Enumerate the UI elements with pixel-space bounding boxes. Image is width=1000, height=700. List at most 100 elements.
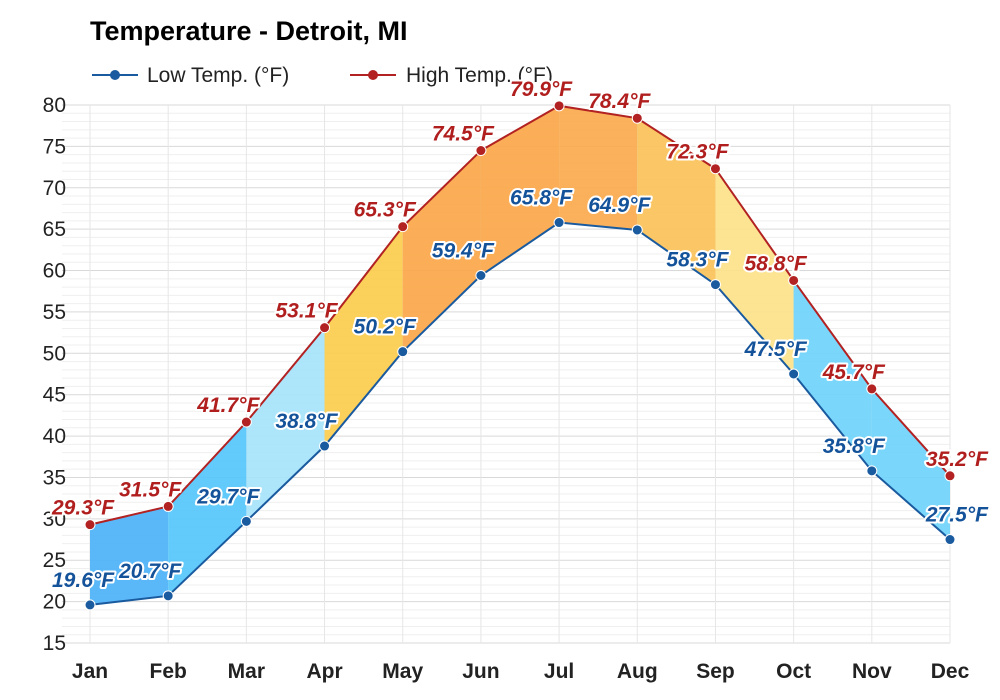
y-tick-label: 25 [43, 549, 66, 572]
high-temp-label: 74.5°F [432, 123, 495, 146]
y-tick-label: 15 [43, 632, 66, 655]
y-tick-label: 75 [43, 135, 66, 158]
low-temp-label: 64.9°F [588, 194, 651, 217]
low-temp-label: 65.8°F [510, 187, 573, 210]
y-tick-label: 45 [43, 384, 66, 407]
x-tick-label: Nov [852, 660, 892, 683]
x-axis: Jan Feb Mar Apr May Jun Jul Aug Sep Oct Nov Dec [72, 660, 970, 683]
y-tick-label: 70 [43, 177, 66, 200]
y-tick-label: 55 [43, 301, 66, 324]
x-tick-label: Aug [617, 660, 658, 683]
x-tick-label: Mar [228, 660, 265, 683]
low-temp-label: 59.4°F [432, 240, 495, 263]
low-temp-label: 47.5°F [744, 338, 808, 361]
y-tick-label: 30 [43, 508, 66, 531]
range-band [402, 150, 481, 352]
low-temp-point[interactable] [162, 590, 174, 602]
range-band [168, 422, 247, 596]
range-band [871, 388, 950, 540]
x-tick-label: Sep [696, 660, 735, 683]
x-tick-label: Apr [306, 660, 342, 683]
range-band [559, 105, 638, 230]
x-tick-label: Jun [462, 660, 499, 683]
high-temp-point[interactable] [475, 145, 487, 157]
high-temp-label: 53.1°F [275, 300, 338, 323]
low-temp-point[interactable] [397, 346, 409, 358]
high-temp-point[interactable] [631, 112, 643, 124]
data-labels: 29.3°F31.5°F 41.7°F 53.1°F 65.3°F 74.5°F 79.9… [49, 76, 991, 594]
low-temp-label: 20.7°F [118, 560, 182, 583]
low-temp-point[interactable] [84, 599, 96, 611]
low-temp-label: 29.7°F [196, 485, 260, 508]
low-temp-point[interactable] [709, 279, 721, 291]
high-temp-point[interactable] [319, 322, 331, 334]
high-temp-point[interactable] [397, 221, 409, 233]
high-temp-point[interactable] [788, 274, 800, 286]
y-tick-label: 65 [43, 218, 66, 241]
series-points [84, 100, 956, 611]
high-temp-label: 58.8°F [745, 252, 808, 275]
low-temp-point[interactable] [866, 465, 878, 477]
low-temp-label: 38.8°F [275, 410, 338, 433]
y-tick-label: 80 [43, 94, 66, 117]
y-tick-label: 20 [43, 591, 66, 614]
high-temp-point[interactable] [944, 470, 956, 482]
legend-high-label: High Temp. (°F) [406, 64, 553, 87]
series-lines [89, 104, 951, 606]
range-band [715, 168, 794, 374]
high-temp-label: 31.5°F [119, 478, 182, 501]
range-band [480, 105, 560, 276]
range-band [793, 280, 872, 471]
legend-low-marker [110, 70, 120, 80]
high-temp-label: 72.3°F [666, 141, 729, 164]
high-temp-label: 35.2°F [926, 448, 989, 471]
low-temp-point[interactable] [319, 440, 331, 452]
high-temp-point[interactable] [240, 416, 252, 428]
y-tick-label: 50 [43, 342, 66, 365]
grid [62, 104, 951, 644]
legend-item-low[interactable]: Low Temp. (°F) [92, 64, 289, 87]
chart-title: Temperature - Detroit, MI [90, 16, 408, 46]
high-temp-label: 29.3°F [51, 497, 115, 520]
low-temp-point[interactable] [631, 224, 643, 236]
high-temp-label: 78.4°F [588, 90, 651, 113]
x-tick-label: Feb [150, 660, 187, 683]
low-temp-label: 58.3°F [666, 249, 729, 272]
range-band [324, 226, 403, 447]
high-temp-point[interactable] [553, 100, 565, 112]
low-temp-label: 27.5°F [925, 504, 989, 527]
x-tick-label: Jan [72, 660, 108, 683]
high-temp-label: 65.3°F [354, 199, 417, 222]
low-temp-line [89, 221, 951, 606]
high-temp-label: 79.9°F [510, 78, 573, 101]
high-temp-label: 41.7°F [196, 394, 260, 417]
low-temp-label: 50.2°F [354, 316, 417, 339]
low-temp-point[interactable] [944, 534, 956, 546]
y-tick-label: 60 [43, 260, 66, 283]
low-temp-point[interactable] [475, 270, 487, 282]
range-band [90, 506, 169, 605]
y-axis: 15 20 25 30 35 40 45 50 55 60 65 70 75 80 [43, 94, 66, 655]
low-temp-label: 35.8°F [823, 435, 886, 458]
high-temp-point[interactable] [866, 383, 878, 395]
high-temp-point[interactable] [162, 500, 174, 512]
high-temp-point[interactable] [84, 519, 96, 531]
x-tick-label: Jul [544, 660, 574, 683]
legend: Low Temp. (°F) High Temp. (°F) [92, 64, 553, 87]
range-bands [90, 105, 950, 605]
range-band [246, 327, 325, 522]
high-temp-label: 45.7°F [822, 361, 886, 384]
x-tick-label: Dec [931, 660, 970, 683]
low-temp-point[interactable] [788, 368, 800, 380]
y-tick-label: 35 [43, 466, 66, 489]
high-temp-line [89, 104, 951, 526]
y-tick-label: 40 [43, 425, 66, 448]
low-temp-point[interactable] [553, 217, 565, 229]
low-temp-label: 19.6°F [52, 569, 115, 592]
legend-low-label: Low Temp. (°F) [147, 64, 289, 87]
low-temp-point[interactable] [240, 515, 252, 527]
legend-high-marker [368, 70, 378, 80]
legend-item-high[interactable]: High Temp. (°F) [350, 64, 553, 87]
high-temp-point[interactable] [709, 163, 721, 175]
